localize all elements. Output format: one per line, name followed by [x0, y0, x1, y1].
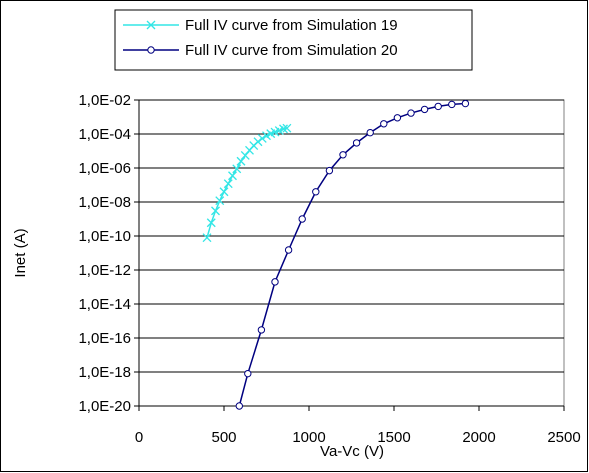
y-ticks: 1,0E-20 1,0E-18 1,0E-16 1,0E-14 1,0E-12 1,0E-…	[78, 92, 139, 415]
series-2-point	[407, 109, 415, 117]
y-tick-label: 1,0E-18	[78, 364, 131, 381]
series-2	[235, 99, 470, 410]
series-1-point	[219, 187, 229, 197]
legend-marker	[146, 20, 156, 30]
x-tick-label: 0	[135, 429, 143, 446]
legend-box	[114, 9, 473, 71]
series-1-point	[282, 123, 292, 133]
series-1-point	[257, 133, 267, 143]
series-2-point	[434, 102, 442, 111]
series-1	[202, 123, 292, 243]
x-tick-label: 2000	[462, 429, 495, 446]
series-2-point	[257, 326, 266, 334]
series-2-point	[325, 166, 334, 175]
series-2-point	[420, 105, 429, 114]
x-tick-label: 1000	[292, 429, 325, 446]
y-tick-label: 1,0E-08	[78, 194, 131, 211]
y-tick-label: 1,0E-10	[78, 228, 131, 245]
series-1-point	[228, 171, 237, 181]
x-tick-label: 500	[211, 429, 236, 446]
y-tick-label: 1,0E-12	[78, 262, 131, 279]
series-1-point	[202, 233, 212, 243]
series-1-point	[206, 218, 216, 228]
series-1-point	[211, 206, 220, 216]
y-tick-label: 1,0E-02	[78, 92, 131, 109]
series-2-point	[352, 139, 361, 147]
series-1-point	[215, 196, 225, 206]
x-tick-label: 1500	[377, 429, 410, 446]
legend-series-1-label: Full IV curve from Simulation 19	[185, 17, 398, 34]
legend: Full IV curve from Simulation 19 Full IV…	[114, 9, 473, 71]
series-2-point	[244, 369, 252, 378]
series-1-point	[279, 124, 288, 134]
series-1-point	[236, 156, 246, 166]
series-2-point	[271, 278, 279, 286]
legend-marker	[147, 46, 155, 54]
legend-series-1-marker	[123, 20, 179, 30]
y-tick-label: 1,0E-20	[78, 398, 131, 415]
grid-lines	[139, 99, 564, 373]
series-1-point	[223, 179, 233, 189]
series-2-point	[448, 100, 456, 109]
series-1-point	[262, 131, 271, 141]
y-tick-label: 1,0E-06	[78, 160, 131, 177]
x-tick-label: 2500	[547, 429, 580, 446]
x-axis-title: Va-Vc (V)	[320, 443, 384, 460]
y-tick-label: 1,0E-14	[78, 296, 131, 313]
y-axis-title: Inet (A)	[12, 228, 29, 277]
y-tick-label: 1,0E-16	[78, 330, 131, 347]
series-layer	[202, 99, 470, 410]
series-2-point	[366, 128, 374, 137]
x-ticks: 0 500 1000 1500 2000 2500	[135, 406, 581, 446]
series-1-point	[232, 164, 242, 174]
legend-series-2-label: Full IV curve from Simulation 20	[185, 42, 398, 59]
series-2-point	[312, 188, 320, 196]
series-2-point	[393, 114, 402, 122]
series-2-point	[298, 215, 306, 223]
plot-area	[138, 99, 565, 407]
series-2-point	[380, 120, 388, 128]
legend-series-2-marker	[123, 46, 179, 54]
series-2-point	[339, 151, 347, 159]
series-2-point	[284, 246, 293, 254]
series-2-point	[461, 99, 470, 108]
series-2-point	[235, 402, 244, 410]
y-tick-label: 1,0E-04	[78, 126, 131, 143]
